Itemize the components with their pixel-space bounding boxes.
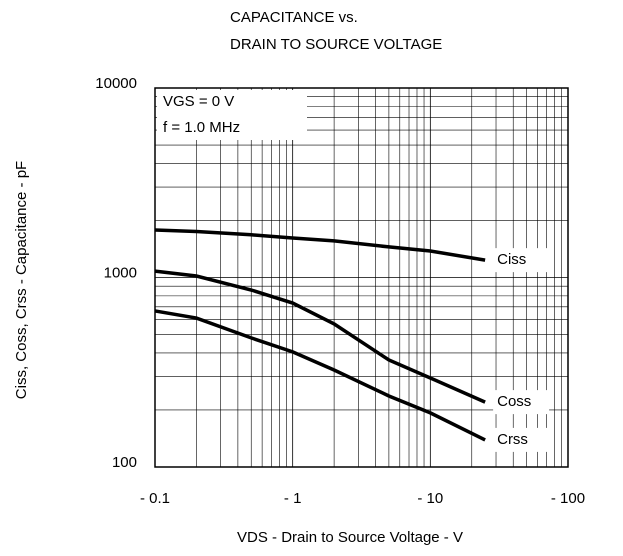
x-tick-label: - 10 [417, 490, 443, 507]
annotation: f = 1.0 MHz [163, 119, 240, 136]
chart-title: CAPACITANCE vs. [230, 9, 358, 26]
annotation: VGS = 0 V [163, 93, 234, 110]
y-axis-label: Ciss, Coss, Crss - Capacitance - pF [13, 161, 30, 399]
y-tick-label: 10000 [95, 75, 137, 92]
series-label: Coss [497, 393, 531, 410]
x-axis-label: VDS - Drain to Source Voltage - V [237, 529, 463, 546]
x-tick-label: - 1 [284, 490, 302, 507]
y-tick-label: 1000 [104, 264, 137, 281]
x-tick-label: - 0.1 [140, 490, 170, 507]
series-label: Crss [497, 431, 528, 448]
chart-title: DRAIN TO SOURCE VOLTAGE [230, 36, 442, 53]
series-line [155, 230, 485, 260]
chart: CAPACITANCE vs. DRAIN TO SOURCE VOLTAGE … [0, 0, 623, 556]
series-line [155, 311, 485, 440]
series-line [155, 271, 485, 402]
y-tick-label: 100 [112, 454, 137, 471]
x-tick-label: - 100 [551, 490, 585, 507]
series-label: Ciss [497, 251, 526, 268]
